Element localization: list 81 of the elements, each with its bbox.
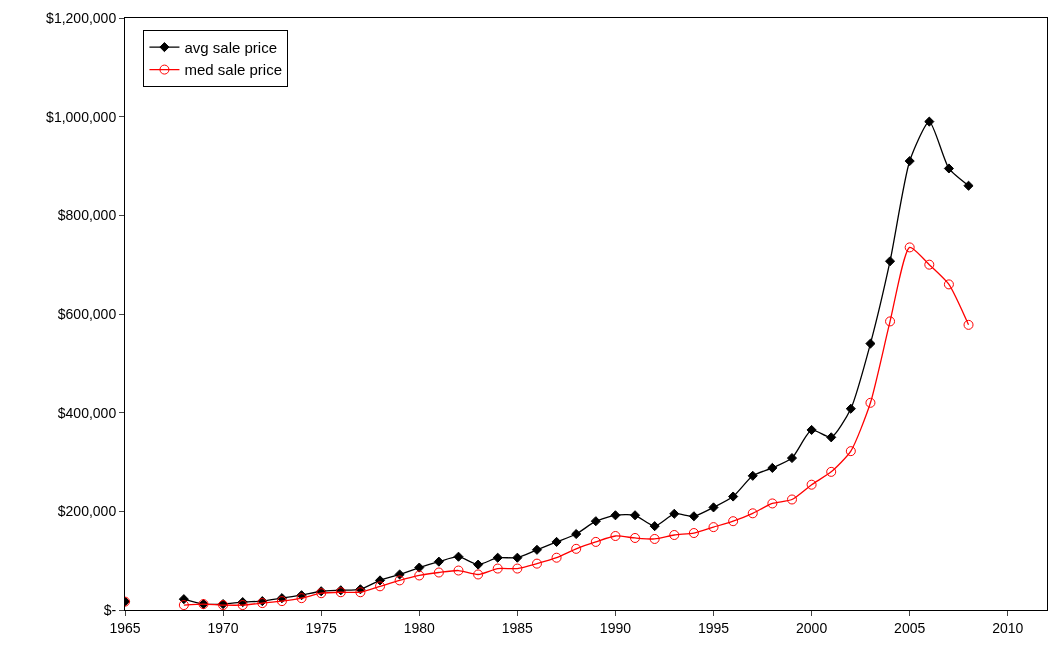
point (649, 533, 660, 544)
point (826, 432, 837, 443)
x-tick-label: 1990 (599, 619, 632, 636)
point (492, 563, 503, 574)
x-tick-label: 1970 (207, 619, 239, 636)
x-tick-label: 1995 (697, 619, 730, 636)
x-tick-label: 2010 (992, 619, 1024, 636)
legend-label: avg sale price (184, 38, 277, 56)
point (590, 536, 601, 547)
point (885, 256, 896, 267)
x-tick-label: 2000 (796, 619, 828, 636)
point (786, 494, 797, 505)
point (473, 559, 484, 570)
legend-label: med sale price (184, 61, 282, 79)
point (669, 530, 680, 541)
point (178, 600, 189, 610)
point (747, 470, 758, 481)
point (786, 453, 798, 464)
point (571, 528, 582, 540)
point (728, 491, 739, 502)
point (512, 552, 523, 563)
point (845, 446, 856, 457)
y-tick-label: $800,000 (57, 207, 117, 224)
point (414, 562, 425, 573)
point (453, 551, 464, 562)
x-tick-label: 1985 (501, 619, 534, 636)
point (728, 516, 739, 527)
point (512, 563, 523, 574)
y-tick-label: $1,000,000 (46, 108, 117, 125)
point (669, 508, 680, 519)
point (806, 424, 817, 435)
x-tick-label: 2005 (894, 619, 926, 636)
point (924, 259, 935, 270)
point (375, 581, 386, 592)
point (865, 338, 876, 349)
point (551, 552, 562, 563)
y-tick-label: $400,000 (57, 404, 117, 421)
point (688, 511, 699, 522)
point (453, 565, 464, 576)
point (943, 163, 954, 174)
point (708, 502, 719, 513)
point (473, 569, 484, 580)
point (551, 536, 562, 547)
x-tick-label: 1980 (403, 619, 436, 636)
point (708, 522, 719, 533)
point (629, 510, 641, 521)
point (610, 531, 621, 541)
point (531, 558, 542, 569)
point (433, 567, 444, 578)
point (806, 479, 817, 490)
point (178, 594, 189, 605)
point (531, 544, 543, 555)
point (885, 316, 896, 327)
point (767, 498, 778, 509)
point (943, 279, 954, 290)
point (610, 510, 621, 521)
point (865, 397, 876, 408)
x-tick-label: 1965 (109, 619, 141, 636)
point (649, 521, 660, 532)
point (767, 462, 778, 473)
y-tick-label: $1,200,000 (46, 9, 117, 26)
point (845, 403, 856, 414)
point (904, 242, 915, 253)
point (904, 156, 915, 167)
point (630, 532, 641, 543)
y-tick-label: $600,000 (57, 305, 117, 322)
point (747, 508, 758, 519)
x-tick-label: 1975 (305, 619, 337, 636)
point (924, 116, 935, 127)
point (492, 552, 503, 563)
point (394, 575, 405, 586)
point (414, 570, 425, 581)
point (963, 180, 974, 191)
point (963, 319, 974, 330)
point (688, 528, 699, 539)
y-tick-label: $- (103, 601, 117, 618)
point (433, 556, 444, 567)
point (826, 466, 837, 477)
point (590, 516, 601, 527)
y-tick-label: $200,000 (57, 503, 117, 520)
point (571, 543, 582, 554)
